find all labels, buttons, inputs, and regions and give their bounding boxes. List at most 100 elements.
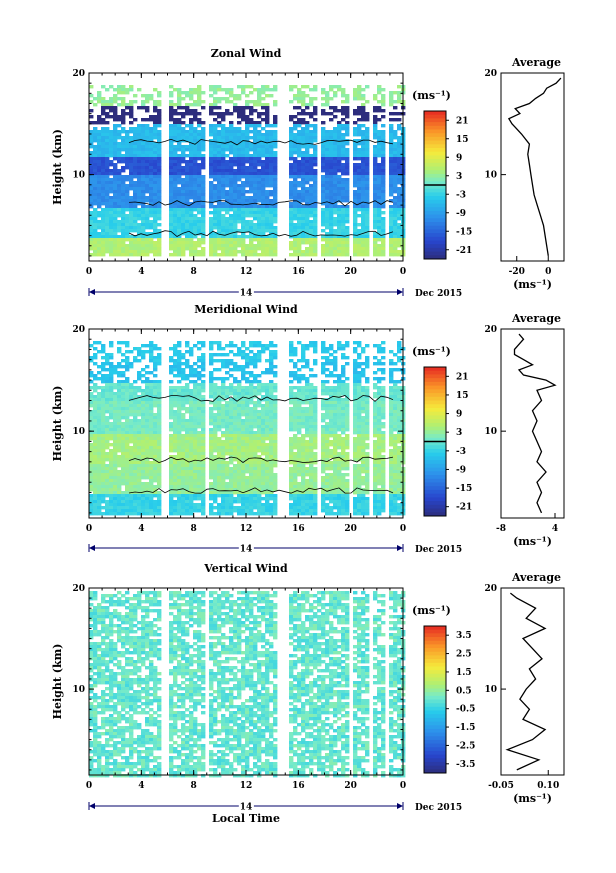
heatmap-cell [245,214,250,218]
heatmap-cell [121,437,126,441]
colorbar-segment [424,244,446,249]
heatmap-cell [373,130,378,134]
heatmap-cell [117,437,122,441]
heatmap-cell [221,223,226,227]
heatmap-cell [101,479,106,483]
heatmap-cell [105,172,110,176]
heatmap-cell [169,476,174,480]
heatmap-cell [105,112,110,116]
heatmap-cell [149,488,154,492]
heatmap-cell [173,446,178,450]
heatmap-cell [101,443,106,447]
heatmap-cell [157,356,162,360]
heatmap-cell [189,452,194,456]
heatmap-cell [113,509,118,513]
heatmap-cell [109,389,114,393]
heatmap-cell [97,199,102,203]
heatmap-cell [353,214,358,218]
heatmap-cell [177,482,182,486]
heatmap-cell [109,422,114,426]
heatmap-cell [257,178,262,182]
heatmap-cell [221,208,226,212]
heatmap-cell [313,148,318,152]
heatmap-cell [361,220,366,224]
heatmap-cell [121,497,126,501]
heatmap-cell [117,118,122,122]
heatmap-cell [153,136,158,140]
colorbar-segment [424,166,446,171]
heatmap-cell [93,184,98,188]
heatmap-cell [217,368,222,372]
heatmap-cell [121,226,126,230]
heatmap-cell [97,416,102,420]
heatmap-cell [93,211,98,215]
heatmap-cell [169,386,174,390]
heatmap-cell [173,398,178,402]
heatmap-cell [325,223,330,227]
heatmap-cell [261,112,266,116]
heatmap-cell [105,392,110,396]
heatmap-cell [149,169,154,173]
heatmap-cell [129,410,134,414]
heatmap-cell [133,133,138,137]
heatmap-cell [189,449,194,453]
heatmap-cell [117,244,122,248]
heatmap-cell [169,196,174,200]
heatmap-cell [129,175,134,179]
heatmap-cell [209,220,214,224]
heatmap-cell [193,166,198,170]
heatmap-cell [353,226,358,230]
heatmap-cell [125,377,130,381]
heatmap-cell [121,434,126,438]
heatmap-cell [145,416,150,420]
heatmap-cell [221,145,226,149]
heatmap-cell [121,491,126,495]
heatmap-cell [121,109,126,113]
heatmap-cell [397,253,402,257]
heatmap-cell [321,247,326,251]
heatmap-cell [373,163,378,167]
heatmap-cell [97,205,102,209]
heatmap-cell [189,145,194,149]
heatmap-cell [169,512,174,516]
heatmap-cell [213,413,218,417]
heatmap-cell [209,437,214,441]
heatmap-cell [249,229,254,233]
heatmap-cell [225,353,230,357]
heatmap-cell [89,497,94,501]
heatmap-cell [133,464,138,468]
heatmap-cell [249,232,254,236]
heatmap-cell [301,253,306,257]
heatmap-cell [137,440,142,444]
heatmap-cell [301,193,306,197]
heatmap-cell [89,422,94,426]
heatmap-cell [189,244,194,248]
heatmap-cell [221,235,226,239]
heatmap-cell [293,94,298,98]
heatmap-cell [181,398,186,402]
heatmap-cell [189,109,194,113]
heatmap-cell [109,497,114,501]
heatmap-cell [113,130,118,134]
heatmap-cell [225,181,230,185]
heatmap-cell [153,398,158,402]
heatmap-cell [145,419,150,423]
heatmap-cell [153,190,158,194]
heatmap-cell [141,217,146,221]
heatmap-cell [393,244,398,248]
heatmap-cell [177,371,182,375]
heatmap-cell [269,145,274,149]
heatmap-cell [225,130,230,134]
heatmap-cell [305,187,310,191]
heatmap-cell [125,220,130,224]
heatmap-cell [137,419,142,423]
heatmap-cell [365,118,370,122]
heatmap-cell [157,398,162,402]
heatmap-cell [221,449,226,453]
heatmap-cell [373,235,378,239]
heatmap-cell [249,85,254,89]
heatmap-cell [149,434,154,438]
heatmap-cell [217,341,222,345]
heatmap-cell [185,112,190,116]
heatmap-cell [137,250,142,254]
